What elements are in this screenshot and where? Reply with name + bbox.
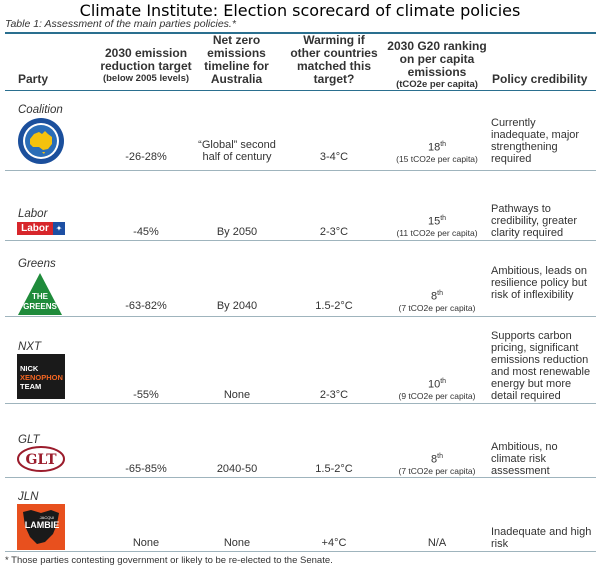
target-coalition: -26-28% xyxy=(125,151,167,163)
target-greens: -63-82% xyxy=(125,300,167,312)
rank-jln: N/A xyxy=(427,537,447,549)
svg-text:LAMBIE: LAMBIE xyxy=(25,520,60,530)
greens-logo: THE GREENS xyxy=(18,273,62,315)
credibility-glt: Ambitious, no climate risk assessment xyxy=(491,441,558,477)
party-name-glt: GLT xyxy=(18,434,40,446)
target-labor: -45% xyxy=(133,226,159,238)
rank-nxt: 10th (9 tCO2e per capita) xyxy=(398,378,476,401)
warming-nxt: 2-3°C xyxy=(319,389,349,401)
rank-glt: 8th (7 tCO2e per capita) xyxy=(398,453,476,476)
header-party: Party xyxy=(18,72,49,86)
warming-coalition: 3-4°C xyxy=(319,151,349,163)
target-nxt: -55% xyxy=(133,389,159,401)
target-glt: -65-85% xyxy=(125,463,167,475)
glt-logo: GLT xyxy=(17,446,65,472)
credibility-jln: Inadequate and high risk xyxy=(491,526,592,550)
target-jln: None xyxy=(132,537,160,549)
netzero-greens: By 2040 xyxy=(216,300,258,312)
header-ranking: 2030 G20 ranking on per capita emissions… xyxy=(387,39,487,91)
netzero-nxt: None xyxy=(223,389,251,401)
row-divider xyxy=(5,240,596,241)
warming-labor: 2-3°C xyxy=(319,226,349,238)
row-divider xyxy=(5,316,596,317)
header-credibility: Policy credibility xyxy=(492,72,588,86)
header-rule xyxy=(5,90,596,91)
rank-labor: 15th (11 tCO2e per capita) xyxy=(396,215,478,238)
netzero-jln: None xyxy=(223,537,251,549)
row-divider xyxy=(5,170,596,171)
coalition-logo xyxy=(18,118,64,164)
header-warming: Warming if other countries matched this … xyxy=(290,33,378,86)
credibility-nxt: Supports carbon pricing, significant emi… xyxy=(491,330,591,402)
warming-glt: 1.5-2°C xyxy=(315,463,353,475)
rank-coalition: 18th (15 tCO2e per capita) xyxy=(396,141,478,164)
rank-greens: 8th (7 tCO2e per capita) xyxy=(398,290,476,313)
page-title: Climate Institute: Election scorecard of… xyxy=(79,1,521,20)
nxt-logo: NICK XENOPHON TEAM xyxy=(17,354,65,399)
credibility-labor: Pathways to credibility, greater clarity… xyxy=(491,203,577,239)
netzero-glt: 2040-50 xyxy=(216,463,258,475)
party-name-coalition: Coalition xyxy=(18,104,63,116)
party-name-greens: Greens xyxy=(18,258,56,270)
header-netzero: Net zero emissions timeline for Australi… xyxy=(204,33,269,86)
svg-text:GREENS: GREENS xyxy=(23,302,57,311)
row-divider xyxy=(5,403,596,404)
top-rule xyxy=(5,32,596,34)
svg-text:GLT: GLT xyxy=(25,452,57,468)
footnote: * Those parties contesting government or… xyxy=(5,555,333,566)
credibility-coalition: Currently inadequate, major strengthenin… xyxy=(491,117,580,165)
party-name-labor: Labor xyxy=(18,208,48,220)
credibility-greens: Ambitious, leads on resilience policy bu… xyxy=(491,265,587,301)
table-caption: Table 1: Assessment of the main parties … xyxy=(5,18,236,30)
netzero-coalition: “Global” second half of century xyxy=(198,139,276,163)
party-name-jln: JLN xyxy=(18,491,39,503)
row-divider xyxy=(5,477,596,478)
svg-text:JACQUI: JACQUI xyxy=(40,515,55,520)
warming-jln: +4°C xyxy=(321,537,347,549)
row-divider xyxy=(5,551,596,552)
party-name-nxt: NXT xyxy=(18,341,41,353)
warming-greens: 1.5-2°C xyxy=(315,300,353,312)
netzero-labor: By 2050 xyxy=(216,226,258,238)
svg-text:THE: THE xyxy=(32,292,49,301)
jln-logo: JACQUI LAMBIE xyxy=(17,504,65,550)
header-target: 2030 emission reduction target (below 20… xyxy=(100,46,192,85)
labor-logo: Labor ✦ xyxy=(17,222,65,235)
